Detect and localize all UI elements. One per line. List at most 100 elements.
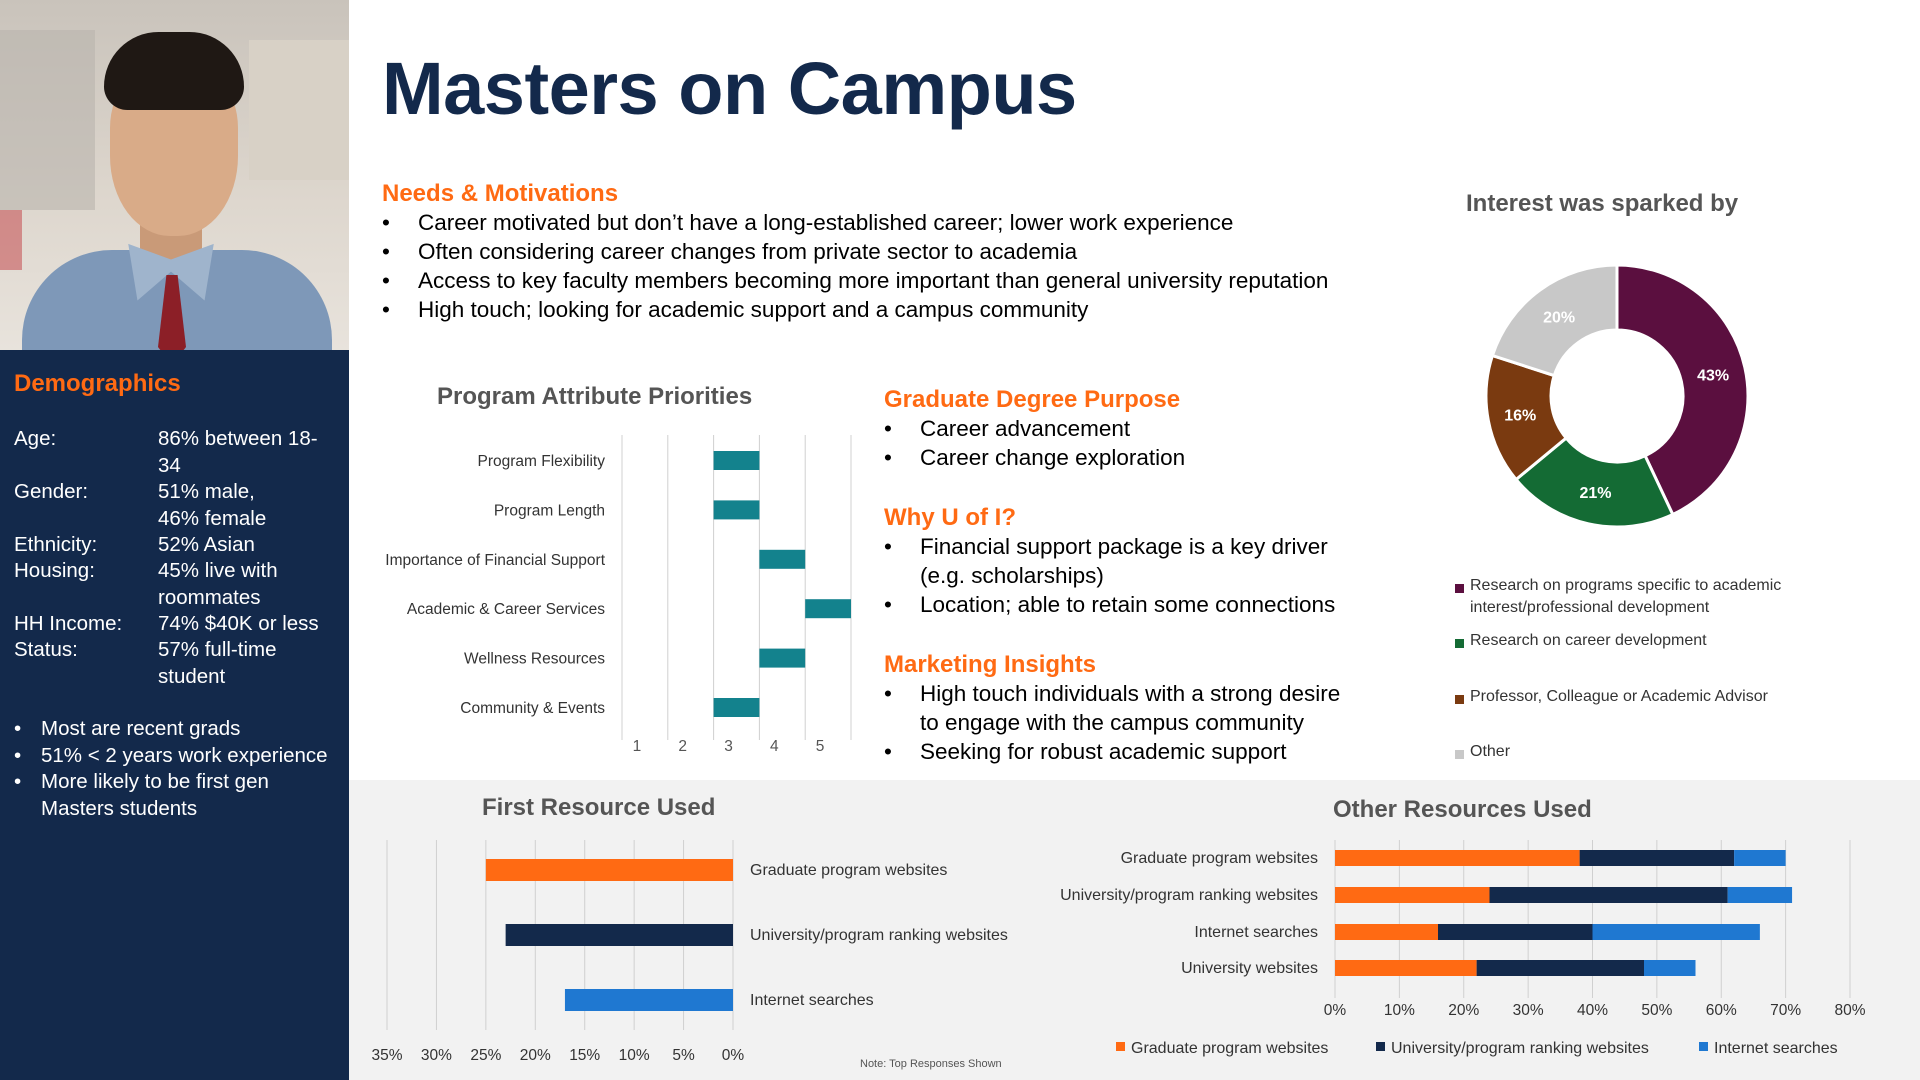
bar-segment bbox=[1476, 960, 1644, 976]
priorities-chart-title: Program Attribute Priorities bbox=[437, 383, 753, 410]
other-legend-item-2: Internet searches bbox=[1699, 1040, 1838, 1058]
bar bbox=[564, 989, 733, 1011]
legend-label: Research on career development bbox=[1470, 632, 1707, 649]
demographic-row-age: Age: 86% between 18-34 bbox=[14, 426, 334, 479]
first-resource-chart: 35% 30% 25% 20% 15% 10% 5% 0% Graduate program w… bbox=[371, 840, 1008, 1064]
bar-segment bbox=[1727, 887, 1793, 903]
bar bbox=[713, 500, 760, 520]
category-label: University websites bbox=[1181, 960, 1318, 977]
interest-legend-item-3: Other bbox=[1455, 741, 1835, 763]
demographic-value: 45% live with roommates bbox=[158, 559, 278, 609]
tick-label: 20% bbox=[520, 1047, 551, 1064]
tick-label: 30% bbox=[1513, 1002, 1544, 1019]
tick-label: 25% bbox=[470, 1047, 501, 1064]
purpose-heading: Graduate Degree Purpose bbox=[884, 386, 1181, 413]
tick-label: 1 bbox=[633, 738, 642, 755]
bar-segment bbox=[1335, 924, 1438, 940]
interest-donut-chart: 43% 21% 16% 20% bbox=[1484, 263, 1750, 529]
slice-label: 20% bbox=[1543, 309, 1575, 326]
purpose-bullet-list: Career advancement Career change explora… bbox=[884, 414, 1364, 472]
legend-swatch bbox=[1699, 1042, 1708, 1052]
demographic-row-gender: Gender: 51% male, 46% female bbox=[14, 479, 334, 532]
category-label: Community & Events bbox=[460, 700, 605, 717]
bar bbox=[759, 549, 806, 569]
tick-label: 3 bbox=[724, 738, 733, 755]
list-item: Career change exploration bbox=[884, 443, 1364, 472]
legend-label: Professor, Colleague or Academic Advisor bbox=[1470, 688, 1768, 705]
slice-label: 21% bbox=[1579, 485, 1611, 502]
legend-label: Other bbox=[1470, 743, 1511, 760]
category-label: Internet searches bbox=[750, 992, 874, 1009]
demographic-row-status: Status: 57% full-time student bbox=[14, 637, 334, 690]
legend-label: Internet searches bbox=[1714, 1040, 1838, 1057]
page-title: Masters on Campus bbox=[382, 47, 1077, 130]
list-item: Often considering career changes from pr… bbox=[382, 237, 1372, 266]
tick-label: 70% bbox=[1770, 1002, 1801, 1019]
tick-label: 10% bbox=[1384, 1002, 1415, 1019]
legend-swatch bbox=[1455, 584, 1464, 593]
demographic-label: HH Income: bbox=[14, 612, 123, 635]
demographic-label: Status: bbox=[14, 638, 78, 661]
donut-slice bbox=[1615, 263, 1750, 517]
list-item: More likely to be first gen Masters stud… bbox=[14, 769, 281, 822]
legend-label: Graduate program websites bbox=[1131, 1040, 1329, 1057]
tick-label: 35% bbox=[371, 1047, 402, 1064]
legend-swatch bbox=[1116, 1042, 1125, 1052]
priorities-chart: Program Flexibility Program Length Importa… bbox=[385, 435, 852, 755]
bar-segment bbox=[1489, 887, 1728, 903]
list-item: Career advancement bbox=[884, 414, 1364, 443]
tick-label: 0% bbox=[722, 1047, 745, 1064]
legend-swatch bbox=[1455, 639, 1464, 648]
list-item: Seeking for robust academic support bbox=[884, 737, 1354, 766]
demographic-label: Housing: bbox=[14, 559, 95, 582]
tick-label: 50% bbox=[1641, 1002, 1672, 1019]
slice-label: 43% bbox=[1697, 368, 1729, 385]
bar bbox=[713, 698, 760, 717]
list-item: Career motivated but don’t have a long-e… bbox=[382, 208, 1372, 237]
bar-segment bbox=[1734, 850, 1786, 866]
tick-label: 20% bbox=[1448, 1002, 1479, 1019]
category-label: University/program ranking websites bbox=[1060, 887, 1318, 904]
needs-heading: Needs & Motivations bbox=[382, 180, 619, 207]
other-legend-item-1: University/program ranking websites bbox=[1376, 1040, 1649, 1058]
interest-legend-item-1: Research on career development bbox=[1455, 630, 1835, 652]
interest-legend-item-2: Professor, Colleague or Academic Advisor bbox=[1455, 686, 1835, 708]
tick-label: 30% bbox=[421, 1047, 452, 1064]
list-item: Location; able to retain some connection… bbox=[884, 590, 1354, 619]
interest-legend-item-0: Research on programs specific to academi… bbox=[1455, 575, 1835, 619]
category-label: Wellness Resources bbox=[464, 651, 605, 668]
why-heading: Why U of I? bbox=[884, 504, 1016, 531]
demographic-label: Ethnicity: bbox=[14, 533, 98, 556]
list-item: 51% < 2 years work experience bbox=[14, 743, 334, 770]
list-item: High touch; looking for academic support… bbox=[382, 295, 1372, 324]
demographic-value: 74% $40K or less bbox=[158, 612, 319, 635]
tick-label: 80% bbox=[1834, 1002, 1865, 1019]
demographic-row-housing: Housing: 45% live with roommates bbox=[14, 558, 334, 611]
legend-swatch bbox=[1455, 750, 1464, 759]
bar bbox=[805, 599, 851, 619]
marketing-heading: Marketing Insights bbox=[884, 651, 1097, 678]
demographic-row-income: HH Income: 74% $40K or less bbox=[14, 611, 334, 637]
slice-label: 16% bbox=[1504, 407, 1536, 424]
category-label: Academic & Career Services bbox=[407, 601, 605, 618]
list-item: Access to key faculty members becoming m… bbox=[382, 266, 1372, 295]
demographic-value: 86% between 18-34 bbox=[158, 427, 318, 477]
category-label: Importance of Financial Support bbox=[385, 552, 605, 569]
legend-label: Research on programs specific to academi… bbox=[1470, 577, 1782, 616]
demographics-bullet-list: Most are recent grads 51% < 2 years work… bbox=[14, 716, 334, 822]
bar-segment bbox=[1335, 887, 1490, 903]
demographics-heading: Demographics bbox=[14, 370, 181, 397]
marketing-bullet-list: High touch individuals with a strong des… bbox=[884, 679, 1354, 766]
category-label: Program Flexibility bbox=[478, 453, 606, 470]
other-resources-chart: 0% 10% 20% 30% 40% 50% 60% 70% 80% Graduate progr… bbox=[1060, 840, 1866, 1019]
first-resource-chart-title: First Resource Used bbox=[482, 794, 716, 821]
donut-slice bbox=[1513, 435, 1675, 529]
bar-segment bbox=[1438, 924, 1593, 940]
bar-segment bbox=[1579, 850, 1735, 866]
donut-slice bbox=[1490, 263, 1619, 378]
footnote: Note: Top Responses Shown bbox=[860, 1058, 1002, 1070]
list-item: Most are recent grads bbox=[14, 716, 334, 743]
tick-label: 4 bbox=[770, 738, 779, 755]
interest-chart-title: Interest was sparked by bbox=[1466, 190, 1739, 217]
list-item: Financial support package is a key drive… bbox=[884, 532, 1354, 590]
